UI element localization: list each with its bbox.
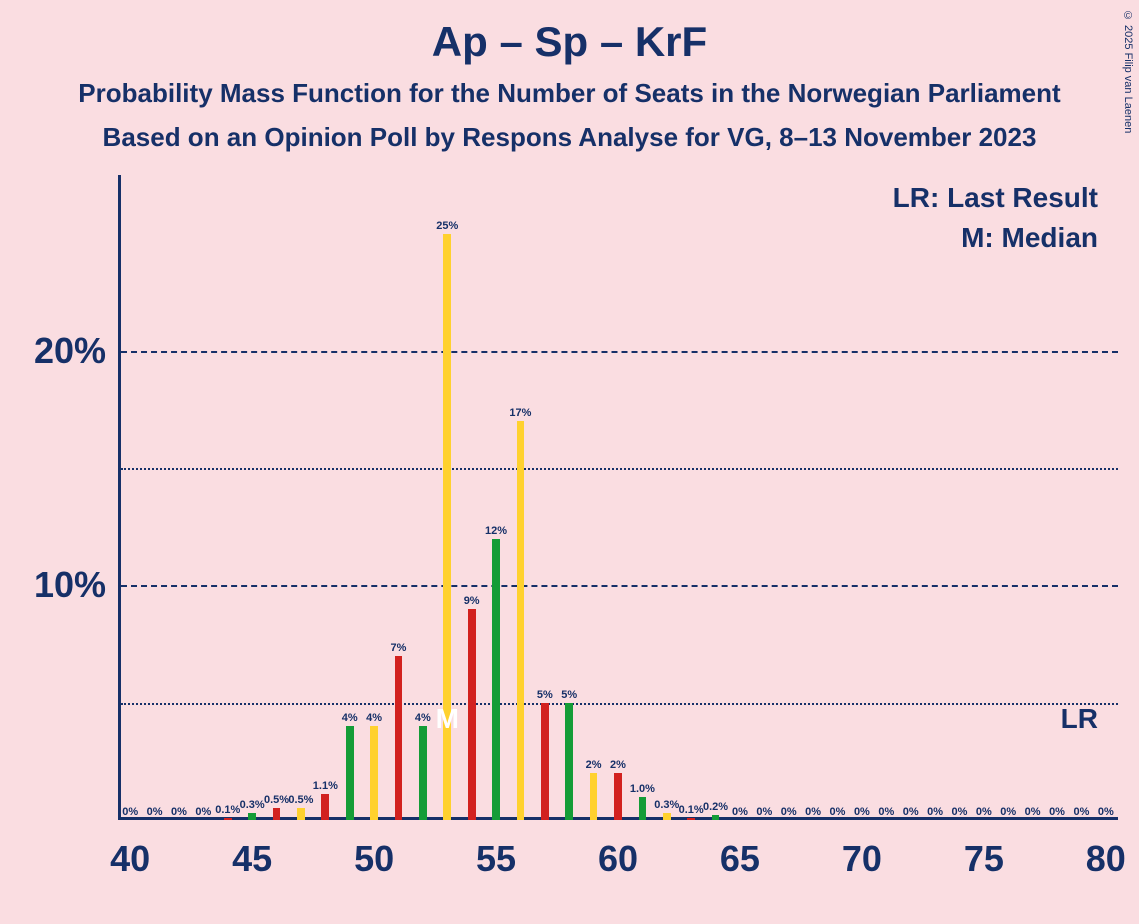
chart-container: Ap – Sp – KrF Probability Mass Function … bbox=[0, 0, 1139, 924]
gridline bbox=[121, 468, 1118, 470]
x-tick-label: 55 bbox=[476, 838, 516, 880]
bar-value-label: 4% bbox=[366, 712, 382, 724]
bar-value-label: 0% bbox=[1025, 806, 1041, 818]
x-tick-label: 40 bbox=[110, 838, 150, 880]
bar-value-label: 0.3% bbox=[240, 799, 265, 811]
bar-value-label: 0.5% bbox=[288, 794, 313, 806]
gridline bbox=[121, 703, 1118, 705]
x-tick-label: 45 bbox=[232, 838, 272, 880]
gridline bbox=[121, 351, 1118, 353]
bar: 0.5% bbox=[273, 808, 281, 820]
bar-value-label: 0.1% bbox=[679, 804, 704, 816]
bar: 0.3% bbox=[248, 813, 256, 820]
x-tick-label: 65 bbox=[720, 838, 760, 880]
plot-area: 10%20%4045505560657075800%0%0%0%0.1%0.3%… bbox=[118, 175, 1118, 820]
bar-value-label: 1.0% bbox=[630, 783, 655, 795]
median-marker: M bbox=[436, 703, 459, 735]
bar: 2% bbox=[614, 773, 622, 820]
chart-subtitle-1: Probability Mass Function for the Number… bbox=[0, 78, 1139, 109]
chart-subtitle-2: Based on an Opinion Poll by Respons Anal… bbox=[0, 122, 1139, 153]
bar-value-label: 0.1% bbox=[215, 804, 240, 816]
bar: 4% bbox=[346, 726, 354, 820]
bar-value-label: 0% bbox=[903, 806, 919, 818]
chart-title: Ap – Sp – KrF bbox=[0, 18, 1139, 66]
y-tick-label: 10% bbox=[34, 564, 106, 606]
x-tick-label: 50 bbox=[354, 838, 394, 880]
bar: 4% bbox=[370, 726, 378, 820]
bar: 1.0% bbox=[639, 797, 647, 820]
bar-value-label: 2% bbox=[610, 759, 626, 771]
bar-value-label: 0% bbox=[122, 806, 138, 818]
bar-value-label: 7% bbox=[391, 642, 407, 654]
x-tick-label: 75 bbox=[964, 838, 1004, 880]
legend-line: LR: Last Result bbox=[893, 182, 1098, 214]
bar-value-label: 0% bbox=[878, 806, 894, 818]
bar-value-label: 5% bbox=[537, 689, 553, 701]
bar-value-label: 0.2% bbox=[703, 801, 728, 813]
copyright-text: © 2025 Filip van Laenen bbox=[1122, 10, 1134, 133]
x-tick-label: 60 bbox=[598, 838, 638, 880]
bar: 9% bbox=[468, 609, 476, 820]
bar: 0.3% bbox=[663, 813, 671, 820]
bar-value-label: 0% bbox=[1098, 806, 1114, 818]
bar: 17% bbox=[517, 421, 525, 820]
x-tick-label: 70 bbox=[842, 838, 882, 880]
bar-value-label: 0% bbox=[781, 806, 797, 818]
bar: 2% bbox=[590, 773, 598, 820]
bar-value-label: 0% bbox=[1073, 806, 1089, 818]
bar-value-label: 0% bbox=[830, 806, 846, 818]
bar-value-label: 12% bbox=[485, 525, 507, 537]
bar-value-label: 0% bbox=[1000, 806, 1016, 818]
bar-value-label: 25% bbox=[436, 220, 458, 232]
bar: 5% bbox=[541, 703, 549, 820]
bar-value-label: 0.3% bbox=[654, 799, 679, 811]
last-result-marker: LR bbox=[1061, 703, 1098, 735]
bar-value-label: 0% bbox=[854, 806, 870, 818]
bar-value-label: 0% bbox=[952, 806, 968, 818]
bar: 1.1% bbox=[321, 794, 329, 820]
x-tick-label: 80 bbox=[1086, 838, 1126, 880]
bar-value-label: 2% bbox=[586, 759, 602, 771]
bar-value-label: 0.5% bbox=[264, 794, 289, 806]
bar-value-label: 0% bbox=[976, 806, 992, 818]
gridline bbox=[121, 585, 1118, 587]
bar-value-label: 0% bbox=[805, 806, 821, 818]
bar: 0.5% bbox=[297, 808, 305, 820]
bar-value-label: 0% bbox=[927, 806, 943, 818]
y-axis bbox=[118, 175, 121, 820]
legend-line: M: Median bbox=[961, 222, 1098, 254]
bar-value-label: 0% bbox=[756, 806, 772, 818]
bar-value-label: 4% bbox=[342, 712, 358, 724]
bar: 7% bbox=[395, 656, 403, 820]
y-tick-label: 20% bbox=[34, 330, 106, 372]
bar: 0.2% bbox=[712, 815, 720, 820]
bar-value-label: 4% bbox=[415, 712, 431, 724]
bar-value-label: 0% bbox=[147, 806, 163, 818]
bar: 0.1% bbox=[224, 818, 232, 820]
bar-value-label: 0% bbox=[732, 806, 748, 818]
bar: 5% bbox=[565, 703, 573, 820]
bar-value-label: 0% bbox=[1049, 806, 1065, 818]
bar-value-label: 0% bbox=[195, 806, 211, 818]
bar: 0.1% bbox=[687, 818, 695, 820]
bar-value-label: 1.1% bbox=[313, 780, 338, 792]
bar: 12% bbox=[492, 539, 500, 820]
bar-value-label: 9% bbox=[464, 595, 480, 607]
bar-value-label: 5% bbox=[561, 689, 577, 701]
bar-value-label: 17% bbox=[509, 407, 531, 419]
bar-value-label: 0% bbox=[171, 806, 187, 818]
bar: 4% bbox=[419, 726, 427, 820]
